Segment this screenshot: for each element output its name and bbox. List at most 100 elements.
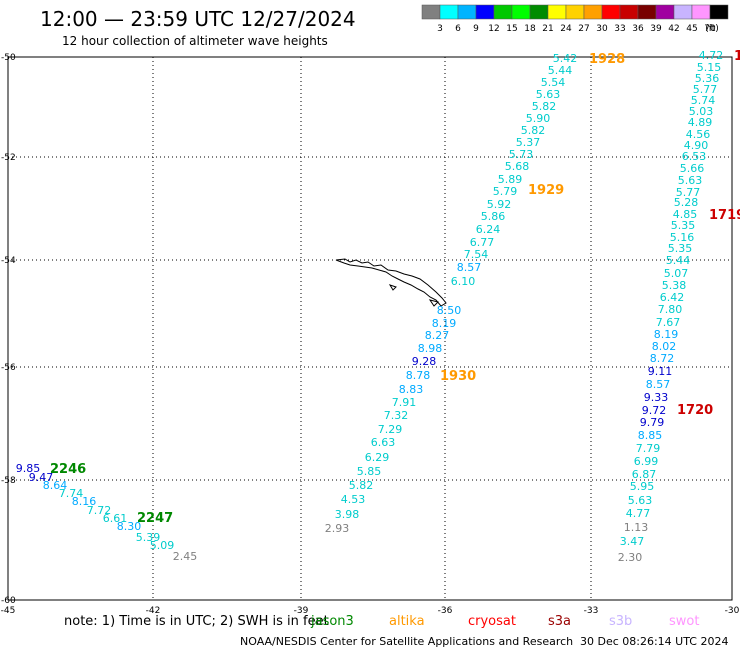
wave-height-value: 8.78 [406, 369, 431, 382]
wave-height-value: 5.44 [548, 64, 573, 77]
wave-height-value: 6.61 [103, 512, 128, 525]
wave-height-value: 8.19 [654, 328, 679, 341]
wave-height-value: 9.79 [640, 416, 665, 429]
color-swatch [691, 4, 711, 20]
wave-height-value: 8.98 [418, 342, 443, 355]
wave-height-value: 9.33 [644, 391, 669, 404]
wave-height-value: 8.85 [638, 429, 663, 442]
wave-height-value: 8.02 [652, 340, 677, 353]
colorbar-tick-label: 27 [578, 24, 589, 34]
wave-height-value: 5.77 [676, 186, 701, 199]
orbit-number-label: 1 [734, 49, 740, 64]
wave-height-value: 8.83 [399, 383, 424, 396]
wave-height-value: 5.07 [664, 267, 689, 280]
orbit-number-label: 1929 [528, 183, 564, 198]
latitude-label: -60 [1, 596, 16, 606]
wave-height-value: 7.80 [658, 303, 683, 316]
colorbar-tick-label: 12 [488, 24, 499, 34]
wave-height-value: 5.82 [349, 479, 374, 492]
wave-height-value: 8.16 [72, 495, 97, 508]
island-coastline [335, 258, 447, 307]
wave-height-value: 5.63 [678, 174, 703, 187]
wave-height-value: 7.72 [87, 504, 112, 517]
wave-height-value: 4.72 [699, 49, 724, 62]
wave-height-value: 5.63 [628, 494, 653, 507]
wave-height-value: 6.53 [682, 150, 707, 163]
wave-height-value: 5.66 [680, 162, 705, 175]
color-legend: 3 6 9 12 15 18 21 24 27 30 33 36 39 42 45 70(ft) [421, 4, 729, 34]
axis-labels: -45 -42 -39 -36 -33 -30 -50 -52 -54 -56 -58 -60 [1, 53, 740, 616]
wave-height-value: 5.82 [521, 124, 546, 137]
wave-height-value: 3.98 [335, 508, 360, 521]
wave-height-value: 6.10 [451, 275, 476, 288]
color-swatch [583, 4, 603, 20]
wave-height-value: 1.13 [624, 521, 649, 534]
latitude-label: -54 [1, 256, 16, 266]
longitude-label: -30 [725, 606, 740, 616]
color-swatch [565, 4, 585, 20]
wave-height-value: 5.79 [493, 185, 518, 198]
wave-height-value: 5.73 [509, 148, 534, 161]
wave-height-value: 5.28 [674, 196, 699, 209]
color-swatch [493, 4, 513, 20]
wave-height-value: 5.39 [136, 531, 161, 544]
wave-height-value: 5.63 [536, 88, 561, 101]
satellite-name: s3b [609, 614, 632, 629]
wave-height-value: 7.67 [656, 316, 681, 329]
longitude-label: -33 [584, 606, 599, 616]
wave-height-value: 5.03 [689, 105, 714, 118]
colorbar-tick-label: 30 [596, 24, 608, 34]
credit-text: NOAA/NESDIS Center for Satellite Applica… [240, 635, 573, 648]
wave-height-value: 2.93 [325, 522, 350, 535]
wave-height-value: 6.24 [476, 223, 501, 236]
orbit-number-label: 2246 [50, 462, 86, 477]
wave-height-value: 7.79 [636, 442, 661, 455]
longitude-label: -36 [438, 606, 453, 616]
orbit-number-label: 1930 [440, 369, 476, 384]
wave-height-value: 6.99 [634, 455, 659, 468]
timestamp-text: 30 Dec 08:26:14 UTC 2024 [580, 635, 728, 648]
wave-height-value: 4.89 [688, 116, 713, 129]
colorbar-tick-label: 3 [437, 24, 443, 34]
colorbar-tick-label: 42 [668, 24, 679, 34]
wave-height-value: 5.90 [526, 112, 551, 125]
colorbar-tick-label: 24 [560, 24, 572, 34]
colorbar-tick-label: 39 [650, 24, 662, 34]
orbit-number-label: 1720 [677, 403, 713, 418]
wave-height-tracks: 5.425.445.545.635.825.905.825.375.735.68… [16, 49, 724, 564]
colorbar-tick-label: 9 [473, 24, 479, 34]
wave-height-value: 9.47 [29, 471, 54, 484]
wave-height-value: 5.54 [541, 76, 566, 89]
colorbar-tick-label: 36 [632, 24, 644, 34]
wave-height-value: 6.63 [371, 436, 396, 449]
island-detail [388, 284, 439, 307]
satellite-name: swot [669, 614, 699, 629]
wave-height-value: 8.19 [432, 317, 457, 330]
color-swatch [655, 4, 675, 20]
color-swatch [439, 4, 459, 20]
map-subtitle: 12 hour collection of altimeter wave hei… [62, 34, 328, 48]
wave-height-value: 5.68 [505, 160, 530, 173]
orbit-labels: 1928 1 1929 1719 1930 1720 2246 2247 [50, 49, 740, 526]
wave-height-value: 9.85 [16, 462, 41, 475]
wave-height-value: 8.72 [650, 352, 675, 365]
wave-height-value: 5.82 [532, 100, 557, 113]
satellite-name: cryosat [468, 614, 516, 629]
satellite-legend: jason3 altika cryosat s3a s3b swot [310, 614, 699, 629]
satellite-name: s3a [548, 614, 571, 629]
plot-frame [7, 56, 733, 601]
wave-height-value: 3.47 [620, 535, 645, 548]
footer-note: note: 1) Time is in UTC; 2) SWH is in fe… [64, 614, 329, 629]
wave-height-value: 8.30 [117, 520, 142, 533]
color-swatch [547, 4, 567, 20]
wave-height-value: 5.16 [670, 231, 695, 244]
wave-height-value: 6.77 [470, 236, 495, 249]
wave-height-value: 5.42 [553, 52, 578, 65]
colorbar-tick-label: 21 [542, 24, 553, 34]
wave-height-value: 2.45 [173, 550, 198, 563]
wave-height-value: 4.90 [684, 139, 709, 152]
wave-height-value: 5.95 [630, 480, 655, 493]
color-swatch [709, 4, 729, 20]
latitude-label: -56 [1, 363, 16, 373]
wave-height-value: 7.74 [59, 487, 84, 500]
